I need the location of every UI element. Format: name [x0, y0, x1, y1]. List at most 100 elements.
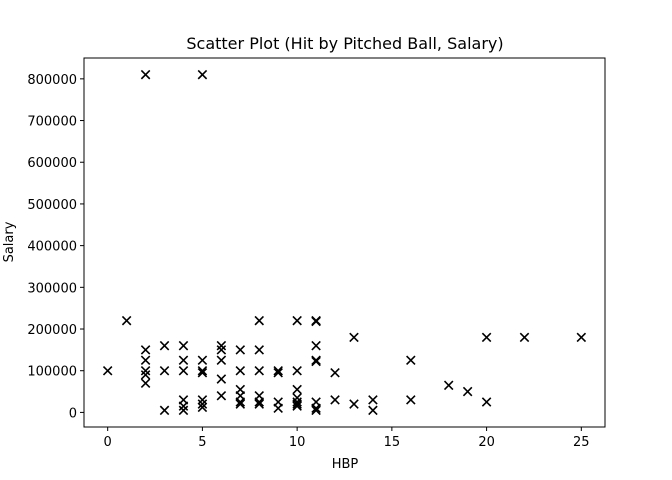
data-point-stroke [311, 355, 321, 366]
data-point-stroke [576, 332, 587, 343]
x-tick-label: 0 [104, 435, 112, 450]
data-point-stroke [216, 390, 227, 401]
data-point-marker [273, 403, 283, 414]
data-point-marker [406, 395, 416, 405]
x-tick-label: 10 [289, 435, 306, 450]
data-point-stroke [140, 345, 151, 355]
data-point-stroke [197, 365, 208, 376]
data-point-stroke [159, 365, 170, 376]
data-point-marker [140, 69, 151, 80]
data-point-stroke [178, 355, 189, 366]
chart-title: Scatter Plot (Hit by Pitched Ball, Salar… [186, 34, 503, 53]
data-point-marker [311, 340, 321, 351]
data-point-stroke [311, 403, 321, 414]
data-point-marker [292, 401, 302, 411]
y-tick-label: 200000 [27, 323, 77, 338]
data-point-marker [178, 355, 189, 366]
data-point-stroke [462, 386, 473, 397]
data-point-marker [519, 332, 530, 343]
y-tick-label: 100000 [27, 365, 77, 380]
data-point-stroke [330, 395, 340, 405]
data-point-marker [292, 315, 302, 326]
data-point-stroke [140, 378, 151, 388]
data-point-stroke [292, 401, 302, 411]
data-point-marker [216, 345, 227, 355]
data-point-marker [216, 355, 227, 366]
data-point-marker [197, 355, 208, 366]
y-tick-label: 800000 [27, 73, 77, 88]
data-point-stroke [481, 332, 492, 343]
plot-frame [83, 57, 606, 428]
y-tick-label: 500000 [27, 198, 77, 213]
data-point-marker [368, 395, 378, 405]
data-point-marker [102, 365, 113, 376]
data-point-stroke [197, 402, 208, 413]
data-point-stroke [178, 401, 189, 411]
data-point-stroke [235, 365, 246, 376]
data-point-stroke [368, 395, 378, 405]
plot-area: 0 5 10 15 20 25 0 100000 200000 300000 400000 5000… [27, 57, 606, 450]
data-point-stroke [216, 355, 227, 366]
data-point-marker [140, 355, 151, 366]
data-point-stroke [235, 399, 246, 409]
data-point-stroke [121, 315, 132, 326]
data-point-marker [311, 403, 321, 414]
data-point-stroke [273, 403, 283, 414]
data-point-marker [330, 395, 340, 405]
data-point-stroke [292, 365, 302, 376]
data-point-marker [178, 405, 189, 416]
data-point-marker [197, 399, 208, 409]
data-point-marker [178, 401, 189, 411]
data-point-marker [273, 368, 283, 378]
x-tick-label: 5 [198, 435, 206, 450]
data-point-stroke [311, 316, 321, 327]
data-point-marker [311, 316, 321, 327]
data-point-stroke [254, 315, 265, 326]
data-point-stroke [330, 368, 340, 378]
y-tick-label: 700000 [27, 115, 77, 130]
data-point-stroke [159, 340, 170, 351]
data-point-marker [235, 397, 246, 407]
scatter-points [102, 69, 587, 416]
data-point-stroke [349, 399, 359, 409]
y-axis-ticks: 0 100000 200000 300000 400000 500000 600000 700… [27, 73, 84, 421]
data-point-stroke [311, 405, 321, 416]
data-point-marker [216, 374, 227, 384]
data-point-stroke [140, 69, 151, 80]
data-point-marker [197, 365, 208, 376]
data-point-stroke [311, 340, 321, 351]
data-point-stroke [197, 69, 208, 80]
data-point-marker [330, 368, 340, 378]
data-point-stroke [481, 397, 492, 407]
data-point-stroke [178, 365, 189, 376]
data-point-stroke [216, 345, 227, 355]
y-tick-label: 300000 [27, 281, 77, 296]
data-point-marker [462, 386, 473, 397]
data-point-marker [235, 345, 246, 355]
x-tick-label: 20 [478, 435, 495, 450]
data-point-stroke [178, 405, 189, 416]
data-point-stroke [254, 365, 265, 376]
data-point-marker [254, 365, 265, 376]
data-point-stroke [292, 397, 302, 407]
data-point-marker [197, 402, 208, 413]
x-axis-ticks: 0 5 10 15 20 25 [104, 427, 590, 450]
data-point-marker [292, 384, 302, 395]
data-point-stroke [406, 395, 416, 405]
data-point-stroke [311, 356, 321, 367]
x-tick-label: 15 [384, 435, 401, 450]
data-point-marker [576, 332, 587, 343]
data-point-marker [159, 340, 170, 351]
data-point-stroke [273, 368, 283, 378]
data-point-marker [159, 365, 170, 376]
data-point-marker [406, 355, 416, 366]
data-point-marker [481, 397, 492, 407]
data-point-marker [292, 399, 302, 409]
data-point-marker [197, 69, 208, 80]
data-point-marker [311, 356, 321, 367]
data-point-marker [178, 340, 189, 351]
data-point-marker [140, 365, 151, 376]
data-point-marker [197, 395, 208, 405]
data-point-marker [368, 405, 378, 416]
